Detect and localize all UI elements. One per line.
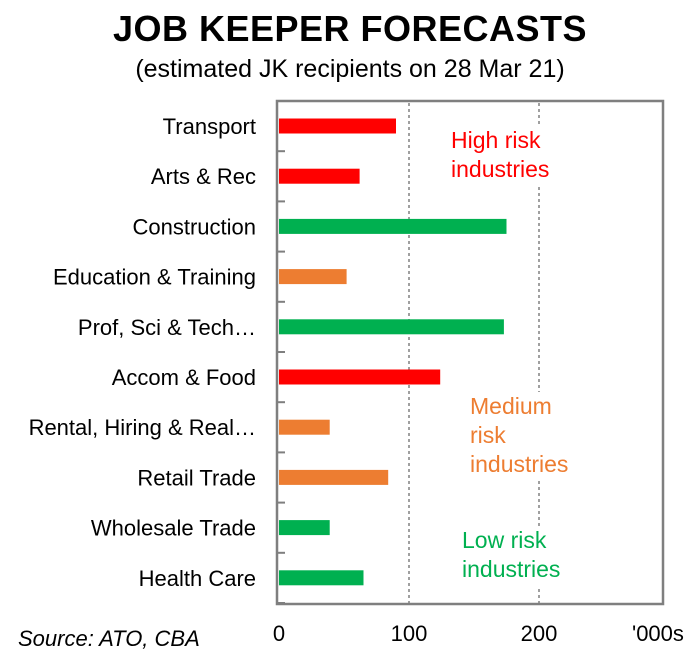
annotation-backing (447, 126, 580, 186)
category-label: Rental, Hiring & Real… (29, 415, 256, 440)
category-axis (277, 100, 285, 604)
chart-subtitle: (estimated JK recipients on 28 Mar 21) (135, 55, 565, 83)
annotation-backing (458, 526, 591, 586)
category-label: Arts & Rec (151, 164, 256, 189)
x-axis-label: '000s (632, 621, 684, 646)
bar-1 (279, 168, 360, 184)
annotation-high-risk: industries (451, 156, 549, 182)
annotation-high-risk: High risk (451, 127, 541, 153)
x-tick-labels: 0 100 200 '000s (273, 621, 684, 646)
category-labels: Transport Arts & Rec Construction Education… (29, 114, 256, 591)
x-tick-label: 100 (391, 621, 428, 646)
bar-4 (279, 319, 504, 335)
category-label: Retail Trade (137, 465, 256, 490)
annotation-medium-risk: industries (470, 451, 568, 477)
bar-9 (279, 570, 364, 586)
annotations: High risk industries Medium risk industries L… (447, 126, 599, 586)
bar-2 (279, 218, 507, 234)
bar-3 (279, 269, 347, 285)
bar-5 (279, 369, 441, 385)
category-label: Construction (132, 214, 256, 239)
category-label: Accom & Food (112, 365, 256, 390)
category-label: Education & Training (53, 265, 256, 290)
category-label: Wholesale Trade (91, 516, 256, 541)
source-note: Source: ATO, CBA (18, 626, 200, 651)
bar-6 (279, 419, 330, 435)
bar-7 (279, 469, 389, 485)
bar-8 (279, 520, 330, 536)
annotation-low-risk: Low risk (462, 527, 547, 553)
annotation-medium-risk: Medium (470, 393, 552, 419)
category-label: Transport (163, 114, 256, 139)
annotation-medium-risk: risk (470, 422, 506, 448)
x-tick-label: 200 (521, 621, 558, 646)
bars (279, 118, 507, 586)
annotation-low-risk: industries (462, 556, 560, 582)
chart-title: JOB KEEPER FORECASTS (112, 8, 588, 49)
bar-0 (279, 118, 396, 134)
annotation-backing (466, 392, 599, 481)
category-label: Health Care (139, 566, 256, 591)
x-tick-label: 0 (273, 621, 285, 646)
category-label: Prof, Sci & Tech… (78, 315, 256, 340)
